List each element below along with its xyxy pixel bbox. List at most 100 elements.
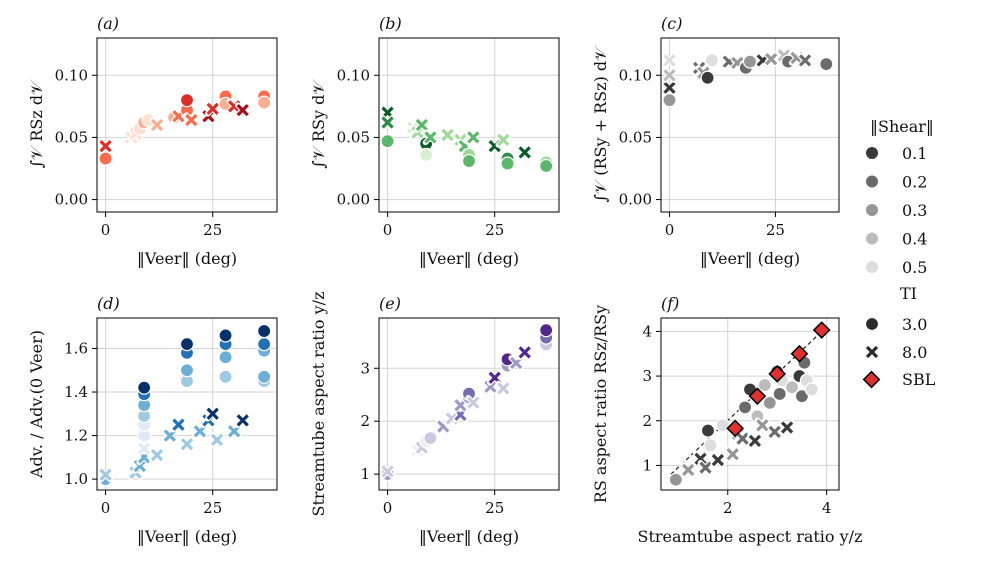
panel-letter: (a) bbox=[97, 14, 119, 33]
legend-shear-marker bbox=[865, 174, 879, 189]
y-tick-label: 0.05 bbox=[337, 128, 370, 146]
y-tick-label: 0.05 bbox=[619, 128, 652, 146]
data-point-cross bbox=[797, 52, 813, 69]
data-point-cross bbox=[734, 430, 751, 447]
data-point-cross bbox=[779, 419, 795, 436]
y-tick-label: 0.10 bbox=[55, 66, 88, 84]
data-point-cross bbox=[495, 380, 512, 397]
data-point-circle bbox=[819, 56, 834, 72]
data-point-circle bbox=[179, 363, 195, 378]
data-point-cross bbox=[234, 412, 251, 429]
x-tick-label: 25 bbox=[203, 499, 222, 517]
data-point-circle bbox=[772, 386, 787, 402]
data-point-cross bbox=[661, 52, 678, 69]
legend-shear-label: 0.2 bbox=[902, 173, 927, 192]
y-tick-label: 0.10 bbox=[619, 66, 652, 84]
data-point-cross bbox=[136, 440, 152, 457]
data-point-circle bbox=[804, 382, 819, 397]
legend-ti-marker bbox=[864, 344, 880, 360]
sbl-point bbox=[790, 344, 809, 363]
legend-shear-item: 0.1 bbox=[865, 144, 927, 163]
y-tick-label: 3 bbox=[360, 359, 370, 377]
legend-shear-marker bbox=[865, 260, 879, 274]
y-tick-label: 0.00 bbox=[55, 191, 88, 209]
data-point-cross bbox=[661, 67, 678, 84]
scatter-points bbox=[97, 323, 272, 487]
x-axis-label: ‖Veer‖ (deg) bbox=[137, 249, 237, 268]
panel-letter: (e) bbox=[379, 294, 401, 313]
y-tick-label: 1 bbox=[360, 465, 370, 483]
y-axis-label: Streamtube aspect ratio y/z bbox=[309, 292, 328, 517]
x-axis-label: ‖Veer‖ (deg) bbox=[419, 249, 519, 268]
legend-shear-label: 0.5 bbox=[902, 258, 927, 277]
y-tick-label: 0.05 bbox=[55, 128, 88, 146]
y-tick-label: 1.6 bbox=[64, 339, 88, 357]
axes-frame bbox=[96, 317, 278, 491]
y-tick-label: 4 bbox=[642, 322, 652, 340]
data-point-circle bbox=[539, 158, 554, 174]
legend-shear-label: 0.4 bbox=[902, 230, 927, 249]
x-tick-label: 25 bbox=[766, 221, 785, 239]
x-tick-label: 0 bbox=[383, 221, 393, 239]
data-point-cross bbox=[766, 424, 783, 440]
y-tick-label: 0.10 bbox=[337, 66, 370, 84]
legend-shear-marker bbox=[865, 231, 879, 246]
data-point-circle bbox=[218, 328, 233, 343]
scatter-points bbox=[379, 323, 554, 482]
data-point-circle bbox=[794, 389, 810, 404]
panel-d: 0 25 1.0 1.2 1.4 1.6 (d) ‖Veer‖ (deg) Adv. / Adv… bbox=[27, 294, 278, 546]
x-tick-label: 4 bbox=[822, 499, 832, 517]
data-point-cross bbox=[149, 117, 165, 133]
data-point-circle bbox=[461, 153, 477, 169]
data-point-circle bbox=[737, 400, 753, 415]
panel-b: 0 25 0.00 0.05 0.10 (b) ‖Veer‖ (deg) ∫𝒱 RSy d𝒱 bbox=[309, 14, 560, 268]
axes-frame bbox=[96, 37, 278, 213]
y-tick-label: 1.2 bbox=[64, 427, 88, 445]
y-axis-label: ∫𝒱 RSz d𝒱 bbox=[27, 79, 46, 169]
legend-sbl-label: SBL bbox=[902, 370, 936, 389]
legend-ti-label: 3.0 bbox=[902, 315, 927, 334]
data-point-cross bbox=[149, 447, 165, 463]
data-point-circle bbox=[423, 431, 438, 446]
legend-shear-item: 0.2 bbox=[865, 173, 927, 192]
y-axis-label: Adv. / Adv.(0 Veer) bbox=[27, 330, 46, 479]
data-point-circle bbox=[668, 472, 683, 487]
y-tick-label: 2 bbox=[360, 412, 370, 430]
legend-shear-marker bbox=[865, 146, 879, 160]
legend-shear-marker bbox=[865, 203, 879, 217]
x-tick-label: 25 bbox=[485, 221, 504, 239]
data-point-circle bbox=[700, 70, 715, 85]
data-point-circle bbox=[703, 438, 718, 453]
scatter-points bbox=[668, 321, 831, 487]
legend-shear-title: ‖Shear‖ bbox=[870, 117, 934, 136]
axes-frame bbox=[378, 317, 560, 491]
data-point-circle bbox=[757, 377, 772, 393]
y-axis-label: ∫𝒱 (RSy + RSz) d𝒱 bbox=[591, 45, 610, 203]
scatter-points bbox=[379, 104, 554, 174]
legend-ti-label: 8.0 bbox=[902, 343, 927, 362]
data-point-cross bbox=[379, 463, 396, 480]
data-point-circle bbox=[218, 350, 233, 365]
legend-shear-label: 0.3 bbox=[902, 201, 927, 220]
data-point-circle bbox=[742, 54, 758, 69]
data-point-cross bbox=[170, 416, 187, 433]
data-point-circle bbox=[137, 380, 152, 395]
data-point-circle bbox=[539, 323, 554, 338]
x-tick-label: 0 bbox=[383, 499, 393, 517]
y-tick-label: 1.4 bbox=[64, 383, 88, 401]
x-tick-label: 0 bbox=[665, 221, 675, 239]
legend-ti-title: TI bbox=[900, 284, 917, 303]
data-point-circle bbox=[704, 53, 719, 68]
x-axis-label: Streamtube aspect ratio y/z bbox=[638, 527, 863, 546]
data-point-cross bbox=[422, 129, 439, 146]
data-point-cross bbox=[680, 462, 696, 478]
data-point-cross bbox=[414, 117, 430, 133]
y-tick-label: 0.00 bbox=[337, 191, 370, 209]
data-point-cross bbox=[183, 112, 200, 128]
axes-frame bbox=[660, 317, 840, 491]
legend-ti-marker bbox=[864, 316, 880, 332]
x-axis-label: ‖Veer‖ (deg) bbox=[419, 527, 519, 546]
data-point-cross bbox=[495, 132, 512, 148]
panel-letter: (b) bbox=[379, 14, 402, 33]
